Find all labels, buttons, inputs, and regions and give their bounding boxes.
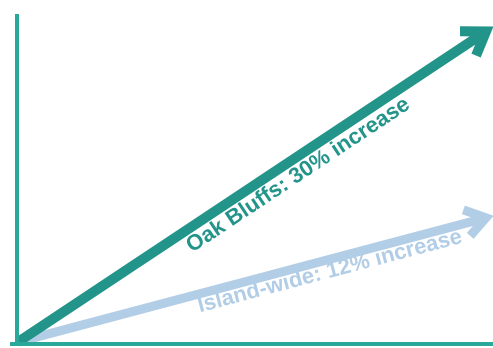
series-1-arrowhead xyxy=(461,205,493,239)
series-0-arrowhead xyxy=(459,26,493,58)
series-1-label: Island-wide: 12% increase xyxy=(195,223,465,317)
series-1: Island-wide: 12% increase xyxy=(16,205,493,347)
series-0-line xyxy=(15,30,484,347)
series-1-line xyxy=(16,214,482,347)
series-0-label: Oak Bluffs: 30% increase xyxy=(181,91,414,257)
